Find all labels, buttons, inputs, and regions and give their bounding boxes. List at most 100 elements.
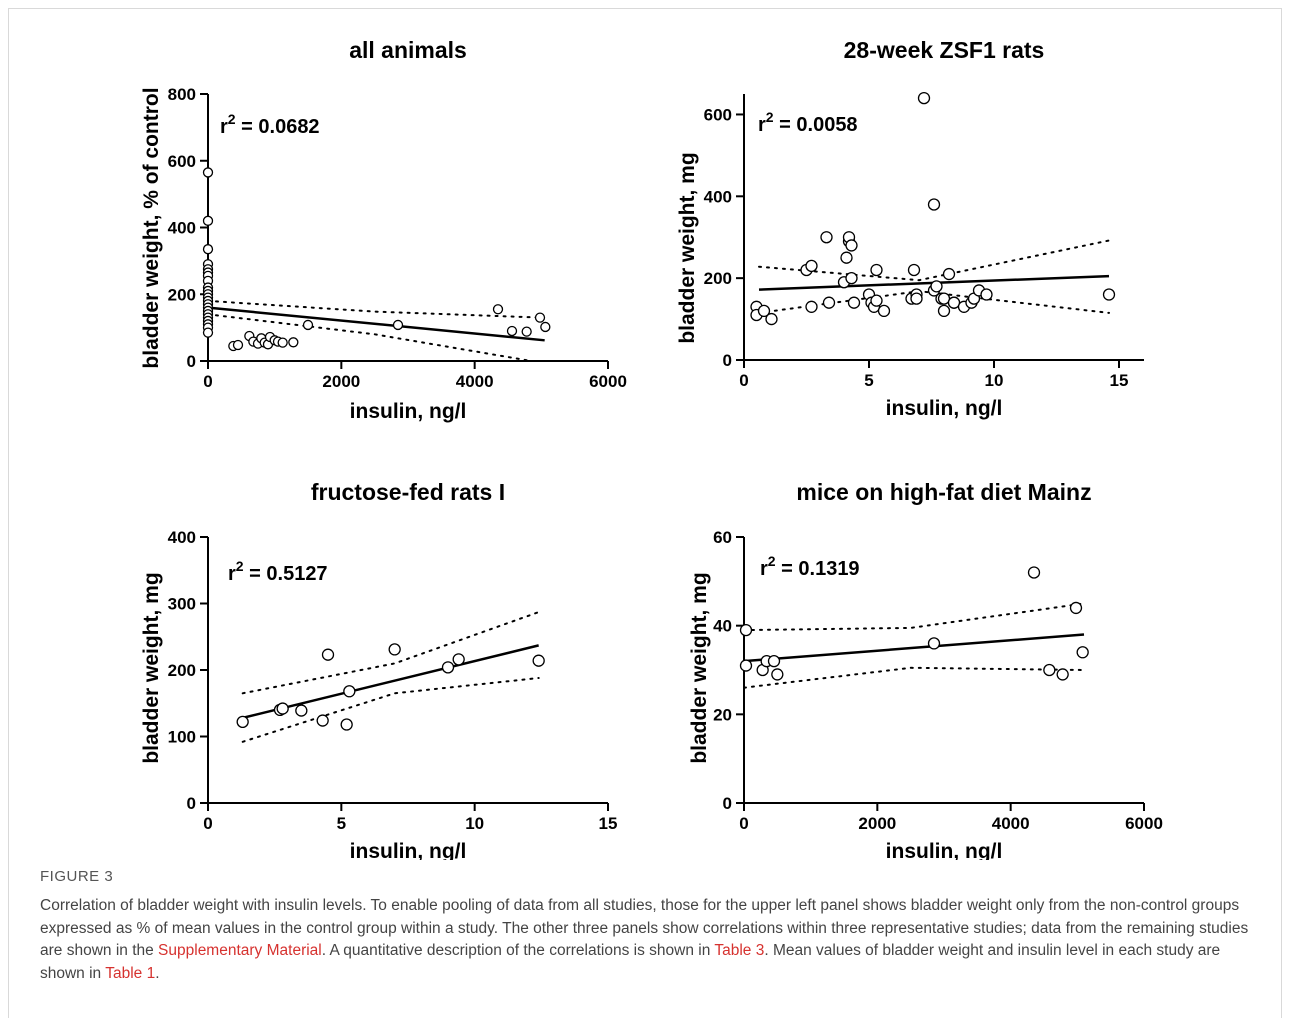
data-point	[316, 714, 329, 727]
data-point	[947, 296, 961, 309]
data-point	[847, 296, 861, 309]
y-tick-label: 200	[168, 285, 196, 304]
y-tick-label: 0	[187, 352, 196, 371]
data-point	[343, 685, 356, 698]
x-axis-label: insulin, ng/l	[350, 400, 467, 423]
data-point	[232, 339, 244, 351]
y-axis-label: bladder weight, % of control	[140, 87, 163, 368]
x-tick-label: 0	[203, 814, 212, 833]
data-point	[845, 272, 858, 285]
y-tick-label: 100	[168, 728, 196, 747]
y-tick-label: 0	[187, 794, 196, 813]
data-point	[302, 319, 314, 331]
x-tick-label: 10	[465, 814, 484, 833]
chart-title: all animals	[349, 37, 467, 63]
chart-panel-1: all animals 0 2000 4000 6000 0 200 400 600 800 ins…	[140, 37, 627, 423]
caption-part-4: .	[155, 964, 160, 982]
y-axis-label: bladder weight, mg	[688, 572, 711, 763]
y-tick-label: 400	[704, 187, 732, 206]
x-axis-label: insulin, ng/l	[886, 397, 1003, 420]
caption-part-1: Correlation of bladder weight with insul…	[40, 897, 1249, 959]
data-point	[1056, 668, 1069, 681]
data-point	[236, 715, 249, 729]
x-tick-label: 0	[739, 814, 748, 833]
data-point	[534, 312, 546, 323]
data-point	[767, 654, 781, 668]
data-point	[506, 325, 518, 337]
x-tick-label: 2000	[322, 372, 360, 391]
data-point	[492, 304, 504, 315]
chart-title: mice on high-fat diet Mainz	[796, 479, 1091, 505]
x-tick-label: 4000	[456, 372, 494, 391]
table-3-link[interactable]: Table 3	[714, 942, 765, 959]
caption-part-2: . A quantitative description of the corr…	[321, 942, 715, 959]
chart-panel-4: mice on high-fat diet Mainz 0 2000 4000 6000…	[688, 479, 1163, 860]
data-point	[822, 296, 836, 309]
data-point	[1102, 288, 1116, 301]
regression-line	[242, 644, 539, 720]
data-point	[202, 167, 214, 178]
ci-upper-band	[758, 239, 1110, 282]
figure-label: FIGURE 3	[40, 868, 114, 885]
y-tick-label: 600	[168, 152, 196, 171]
data-point	[521, 326, 532, 337]
y-axis-label: bladder weight, mg	[676, 152, 699, 343]
data-point	[277, 337, 288, 348]
data-point	[937, 292, 951, 305]
regression-line	[207, 306, 545, 342]
r-squared-label: r2 = 0.5127	[228, 558, 328, 585]
table-1-link[interactable]: Table 1	[105, 964, 156, 982]
y-tick-label: 300	[168, 595, 196, 614]
x-tick-label: 15	[599, 814, 618, 833]
x-tick-label: 0	[739, 371, 748, 390]
data-point	[295, 704, 308, 717]
data-point	[907, 263, 921, 277]
data-point	[739, 623, 753, 637]
data-point	[1076, 646, 1089, 659]
data-point	[805, 259, 818, 273]
data-point	[202, 215, 214, 226]
y-tick-label: 200	[704, 269, 732, 288]
data-point	[321, 648, 335, 661]
y-tick-label: 60	[713, 528, 732, 547]
data-point	[870, 263, 883, 277]
y-tick-label: 0	[723, 351, 732, 370]
data-point	[877, 304, 891, 318]
r-squared-label: r2 = 0.0682	[220, 111, 320, 138]
data-point	[532, 654, 545, 667]
x-tick-label: 0	[203, 372, 212, 391]
data-point	[845, 239, 858, 252]
data-point	[452, 653, 465, 666]
data-point	[1043, 663, 1056, 677]
y-tick-label: 600	[704, 105, 732, 124]
data-point	[202, 244, 214, 255]
data-point	[540, 321, 551, 333]
supplementary-material-link[interactable]: Supplementary Material	[158, 942, 322, 959]
x-tick-label: 5	[337, 814, 346, 833]
y-tick-label: 40	[713, 617, 732, 636]
x-tick-label: 4000	[992, 814, 1030, 833]
chart-title: 28-week ZSF1 rats	[844, 37, 1045, 63]
ci-upper-band	[207, 299, 543, 319]
y-axis-label: bladder weight, mg	[140, 572, 163, 763]
chart-title: fructose-fed rats I	[311, 479, 505, 505]
data-point	[765, 312, 778, 326]
data-point	[388, 643, 401, 656]
data-point	[930, 280, 943, 293]
data-point	[202, 327, 214, 338]
data-point	[840, 251, 853, 264]
caption-part-3: . Mean values of bladder weight and insu…	[40, 942, 1221, 982]
data-point	[942, 267, 956, 281]
x-tick-label: 6000	[589, 372, 627, 391]
x-axis-label: insulin, ng/l	[886, 840, 1003, 860]
x-tick-label: 2000	[858, 814, 896, 833]
data-point	[1027, 566, 1041, 579]
caption-text: Correlation of bladder weight with insul…	[40, 895, 1265, 985]
ci-upper-band	[743, 602, 1085, 632]
x-tick-label: 6000	[1125, 814, 1163, 833]
ci-lower-band	[207, 313, 533, 362]
data-point	[441, 661, 455, 674]
data-point	[820, 231, 833, 244]
chart-panel-3: fructose-fed rats I 0 5 10 15 0 100 200 300 400 in…	[140, 479, 617, 860]
y-tick-label: 0	[723, 794, 732, 813]
